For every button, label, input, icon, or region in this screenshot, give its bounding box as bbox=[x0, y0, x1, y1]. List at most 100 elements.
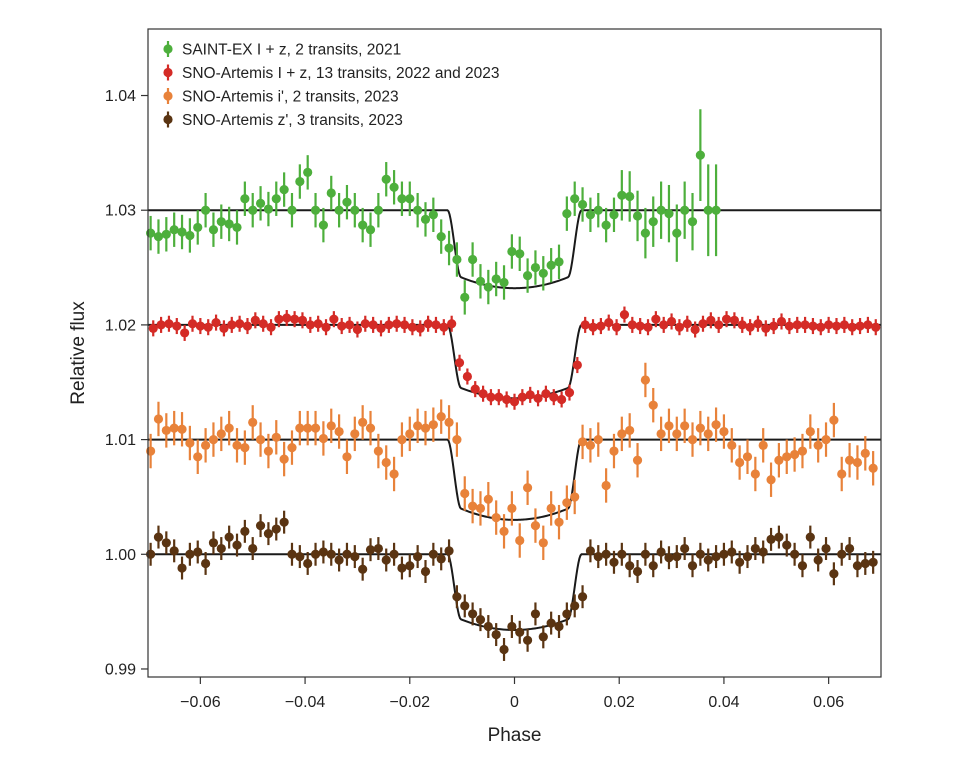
x-tick-label: −0.06 bbox=[180, 694, 221, 711]
data-point bbox=[855, 321, 865, 331]
data-point bbox=[224, 219, 234, 229]
legend-label: SNO-Artemis z', 3 transits, 2023 bbox=[182, 112, 403, 129]
x-axis-title: Phase bbox=[488, 725, 542, 746]
data-point bbox=[282, 313, 292, 323]
data-point bbox=[216, 217, 226, 227]
data-point bbox=[211, 318, 221, 328]
data-point bbox=[706, 315, 716, 325]
data-point bbox=[742, 452, 753, 462]
data-point bbox=[313, 319, 323, 329]
data-point bbox=[522, 635, 533, 645]
data-point bbox=[436, 554, 446, 564]
data-point bbox=[423, 319, 433, 329]
data-point bbox=[491, 512, 501, 523]
data-point bbox=[572, 360, 582, 370]
data-point bbox=[483, 282, 493, 292]
data-point bbox=[475, 276, 486, 286]
data-point bbox=[674, 322, 685, 332]
data-point bbox=[358, 564, 368, 574]
data-point bbox=[816, 322, 826, 332]
data-point bbox=[271, 524, 281, 534]
data-point bbox=[266, 322, 276, 332]
data-point bbox=[515, 249, 525, 259]
data-point bbox=[407, 322, 418, 332]
data-point bbox=[397, 194, 407, 204]
data-point bbox=[868, 557, 878, 567]
transit-model-curve bbox=[148, 323, 881, 400]
data-point bbox=[656, 205, 666, 215]
data-point bbox=[648, 400, 658, 410]
data-point bbox=[146, 446, 156, 456]
data-point bbox=[318, 547, 328, 557]
data-point bbox=[601, 480, 611, 491]
data-point bbox=[515, 535, 525, 546]
data-point bbox=[334, 426, 344, 437]
data-point bbox=[601, 549, 611, 559]
data-point bbox=[656, 429, 666, 439]
data-point bbox=[334, 205, 344, 215]
data-point bbox=[499, 277, 509, 288]
data-point bbox=[420, 566, 431, 577]
data-point bbox=[695, 549, 705, 559]
data-point bbox=[805, 532, 815, 542]
data-point bbox=[153, 532, 164, 542]
data-point bbox=[824, 320, 834, 330]
data-point bbox=[193, 547, 203, 557]
data-point bbox=[255, 521, 266, 531]
data-point bbox=[570, 492, 580, 502]
data-point bbox=[577, 199, 588, 210]
data-point bbox=[185, 549, 195, 559]
data-point bbox=[617, 549, 627, 559]
data-point bbox=[719, 426, 729, 437]
data-point bbox=[632, 455, 643, 465]
data-point bbox=[711, 205, 721, 215]
data-point bbox=[829, 569, 839, 579]
data-point bbox=[837, 469, 847, 479]
data-point bbox=[365, 545, 376, 555]
data-point bbox=[735, 557, 745, 567]
data-point bbox=[494, 392, 504, 402]
data-point bbox=[538, 268, 548, 278]
data-point bbox=[399, 320, 410, 330]
data-point bbox=[428, 420, 438, 430]
data-point bbox=[538, 538, 548, 548]
data-point bbox=[690, 324, 700, 335]
data-point bbox=[719, 549, 729, 559]
data-point bbox=[782, 540, 792, 550]
data-point bbox=[562, 498, 572, 508]
data-point bbox=[847, 322, 857, 332]
data-point bbox=[248, 417, 258, 427]
data-point bbox=[769, 321, 779, 331]
legend-label: SNO-Artemis i', 2 transits, 2023 bbox=[182, 89, 399, 106]
legend-label: SNO-Artemis I + z, 13 transits, 2022 and… bbox=[182, 65, 499, 82]
data-point bbox=[808, 321, 818, 331]
data-point bbox=[774, 532, 784, 542]
data-point bbox=[570, 601, 580, 611]
data-point bbox=[169, 546, 179, 556]
data-point bbox=[436, 231, 446, 242]
data-point bbox=[782, 452, 792, 462]
data-point bbox=[169, 225, 179, 235]
data-point bbox=[271, 194, 281, 204]
data-point bbox=[625, 561, 635, 571]
data-point bbox=[863, 320, 873, 330]
y-tick-label: 1.01 bbox=[105, 432, 136, 449]
data-point bbox=[326, 549, 336, 559]
data-point bbox=[507, 246, 517, 257]
data-point bbox=[232, 222, 242, 233]
data-point bbox=[776, 316, 787, 327]
data-point bbox=[609, 557, 619, 567]
data-point bbox=[290, 314, 300, 324]
data-point bbox=[350, 429, 360, 439]
data-point bbox=[148, 323, 158, 333]
data-point bbox=[695, 150, 705, 160]
data-point bbox=[611, 322, 622, 332]
data-point bbox=[248, 543, 258, 554]
data-point bbox=[761, 323, 771, 333]
data-point bbox=[735, 457, 745, 468]
data-point bbox=[517, 392, 527, 402]
data-point bbox=[358, 417, 368, 427]
y-tick-label: 0.99 bbox=[105, 661, 136, 678]
data-point bbox=[813, 440, 823, 450]
x-axis-ticks: −0.06 −0.04 −0.02 0 0.02 0.04 0.06 bbox=[180, 677, 844, 711]
